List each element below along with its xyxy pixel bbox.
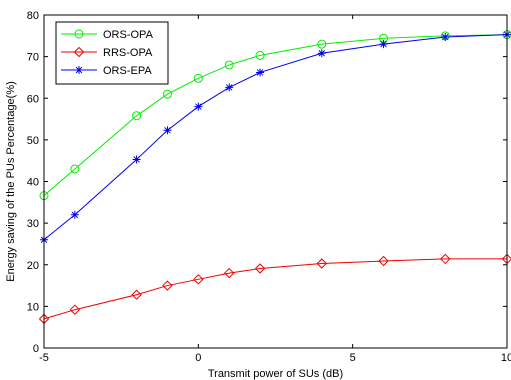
y-tick-label: 20 xyxy=(27,260,39,272)
data-point-ors-epa xyxy=(132,155,141,164)
y-axis-label: Energy saving of the PUs Percentage(%) xyxy=(5,81,17,282)
y-tick-label: 80 xyxy=(27,10,39,22)
series-line-ors-opa xyxy=(43,34,508,197)
data-point-ors-epa xyxy=(441,33,450,42)
data-point-ors-epa xyxy=(70,210,79,219)
data-point-ors-opa xyxy=(193,73,203,83)
y-tick-label: 10 xyxy=(27,301,39,313)
x-tick-label: 10 xyxy=(501,352,511,364)
data-point-ors-epa xyxy=(317,49,326,58)
legend-label-rrs-opa: RRS-OPA xyxy=(103,47,153,59)
data-point-ors-opa xyxy=(70,164,80,174)
y-tick-label: 40 xyxy=(27,177,39,189)
y-tick-label: 60 xyxy=(27,93,39,105)
data-point-rrs-opa xyxy=(440,253,451,265)
data-point-ors-opa xyxy=(224,60,234,70)
data-point-rrs-opa xyxy=(316,258,328,269)
data-point-rrs-opa xyxy=(223,267,235,279)
legend-box xyxy=(55,21,169,85)
x-tick-label: -5 xyxy=(39,352,49,364)
data-point-rrs-opa xyxy=(162,280,173,291)
series-layer xyxy=(38,30,511,325)
data-point-ors-epa xyxy=(379,40,388,49)
legend-marker-ors-opa xyxy=(74,29,84,39)
series-line-rrs-opa xyxy=(43,258,507,320)
legend-label-ors-opa: ORS-OPA xyxy=(103,29,154,41)
legend-marker-rrs-opa xyxy=(73,46,85,58)
data-point-ors-epa xyxy=(256,68,265,77)
data-point-ors-opa xyxy=(162,89,172,99)
data-point-rrs-opa xyxy=(378,255,389,267)
data-point-rrs-opa xyxy=(254,263,266,274)
x-axis-label: Transmit power of SUs (dB) xyxy=(208,368,343,380)
y-tick-label: 0 xyxy=(33,343,39,355)
y-tick-label: 30 xyxy=(27,218,39,230)
x-tick-label: 0 xyxy=(195,352,201,364)
data-point-ors-opa xyxy=(255,50,265,60)
legend-label-ors-epa: ORS-EPA xyxy=(103,65,152,77)
data-point-ors-epa xyxy=(163,126,172,135)
data-point-ors-opa xyxy=(132,111,142,121)
x-tick-label: 5 xyxy=(350,352,356,364)
data-point-rrs-opa xyxy=(193,274,204,285)
data-point-rrs-opa xyxy=(131,289,142,300)
y-tick-label: 50 xyxy=(27,135,39,147)
y-tick-label: 70 xyxy=(27,52,39,64)
data-point-ors-epa xyxy=(225,83,234,92)
data-point-ors-opa xyxy=(317,39,327,49)
series-rrs-opa xyxy=(38,253,511,325)
data-point-rrs-opa xyxy=(69,304,81,315)
legend: ORS-OPA RRS-OPA ORS-EPA xyxy=(55,21,169,85)
legend-marker-ors-epa xyxy=(75,66,83,74)
data-point-ors-epa xyxy=(194,102,203,111)
